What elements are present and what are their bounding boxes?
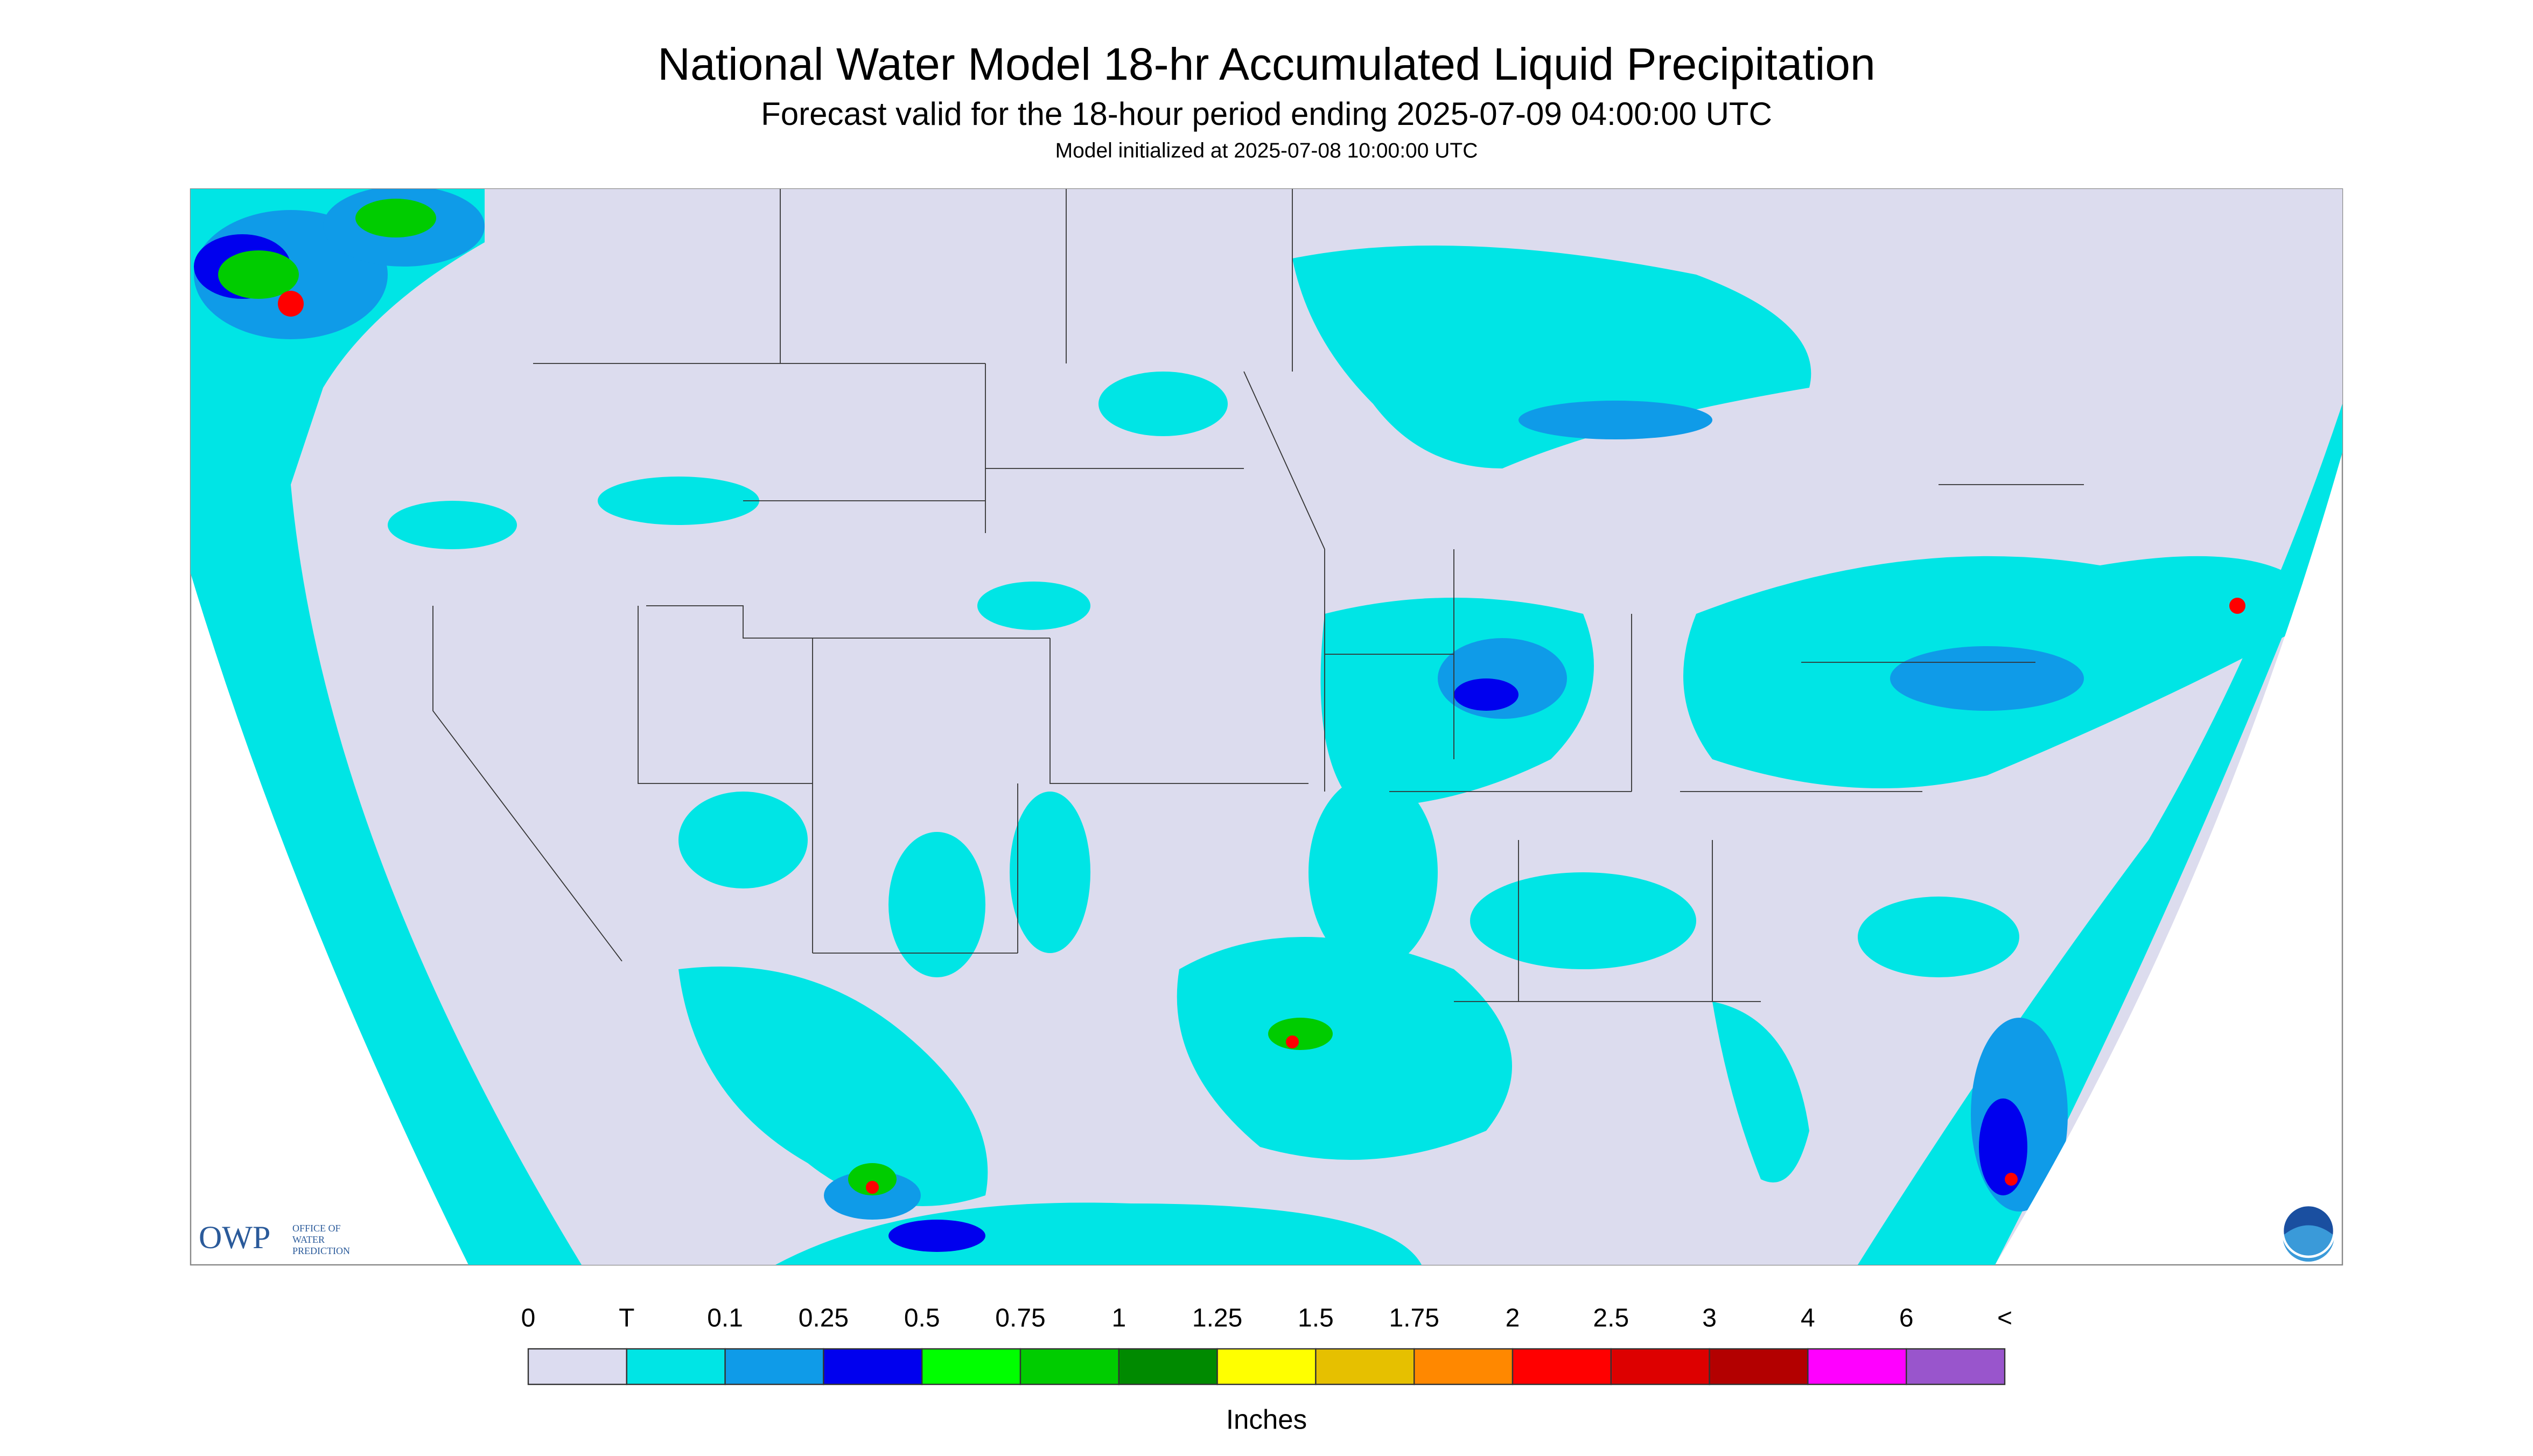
boundaries — [432, 189, 2084, 1002]
precip-green — [218, 199, 1333, 1196]
noaa-logo — [2281, 1203, 2336, 1262]
legend-swatch — [1216, 1348, 1317, 1385]
precip-red — [278, 291, 2245, 1194]
owp-logo-line: OFFICE OF — [292, 1223, 341, 1234]
title: National Water Model 18-hr Accumulated L… — [657, 39, 1875, 89]
legend-label: 1.25 — [1192, 1304, 1242, 1333]
legend-unit: Inches — [1226, 1404, 1307, 1434]
legend-swatch — [1905, 1348, 2006, 1385]
legend-label: < — [1997, 1304, 2012, 1333]
legend-swatch — [1315, 1348, 1415, 1385]
legend-label: 3 — [1702, 1304, 1717, 1333]
legend-label: 0.1 — [707, 1304, 743, 1333]
legend-swatch — [724, 1348, 824, 1385]
legend-label: 0.25 — [799, 1304, 849, 1333]
legend-label: 2 — [1506, 1304, 1520, 1333]
legend-label: 2.5 — [1593, 1304, 1629, 1333]
legend-swatch — [921, 1348, 1021, 1385]
owp-logo: OWP — [199, 1220, 270, 1255]
legend-label: 1.75 — [1389, 1304, 1439, 1333]
legend-swatch — [1610, 1348, 1710, 1385]
owp-logo-line: PREDICTION — [292, 1245, 350, 1256]
legend: 0 T 0.1 0.25 0.5 0.75 1 1.25 1.5 1.75 2 2.5 3 4 6 < — [521, 1304, 2012, 1385]
legend-swatch — [1709, 1348, 1809, 1385]
map — [191, 189, 2342, 1265]
init-time: Model initialized at 2025-07-08 10:00:00… — [1055, 139, 1478, 162]
legend-swatch — [1118, 1348, 1218, 1385]
legend-label: 0 — [521, 1304, 536, 1333]
subtitle: Forecast valid for the 18-hour period en… — [761, 96, 1772, 132]
legend-label: 1.5 — [1298, 1304, 1334, 1333]
legend-swatch — [527, 1348, 628, 1385]
owp-logo-line: WATER — [292, 1234, 325, 1245]
legend-label: 4 — [1801, 1304, 1815, 1333]
legend-label: T — [619, 1304, 634, 1333]
legend-swatch — [823, 1348, 923, 1385]
legend-label: 1 — [1111, 1304, 1126, 1333]
legend-label: 6 — [1899, 1304, 1914, 1333]
legend-swatch — [1807, 1348, 1907, 1385]
legend-swatch — [1512, 1348, 1612, 1385]
legend-swatch — [1414, 1348, 1514, 1385]
legend-label: 0.5 — [904, 1304, 940, 1333]
legend-swatch — [626, 1348, 726, 1385]
legend-label: 0.75 — [995, 1304, 1045, 1333]
legend-swatch — [1019, 1348, 1120, 1385]
